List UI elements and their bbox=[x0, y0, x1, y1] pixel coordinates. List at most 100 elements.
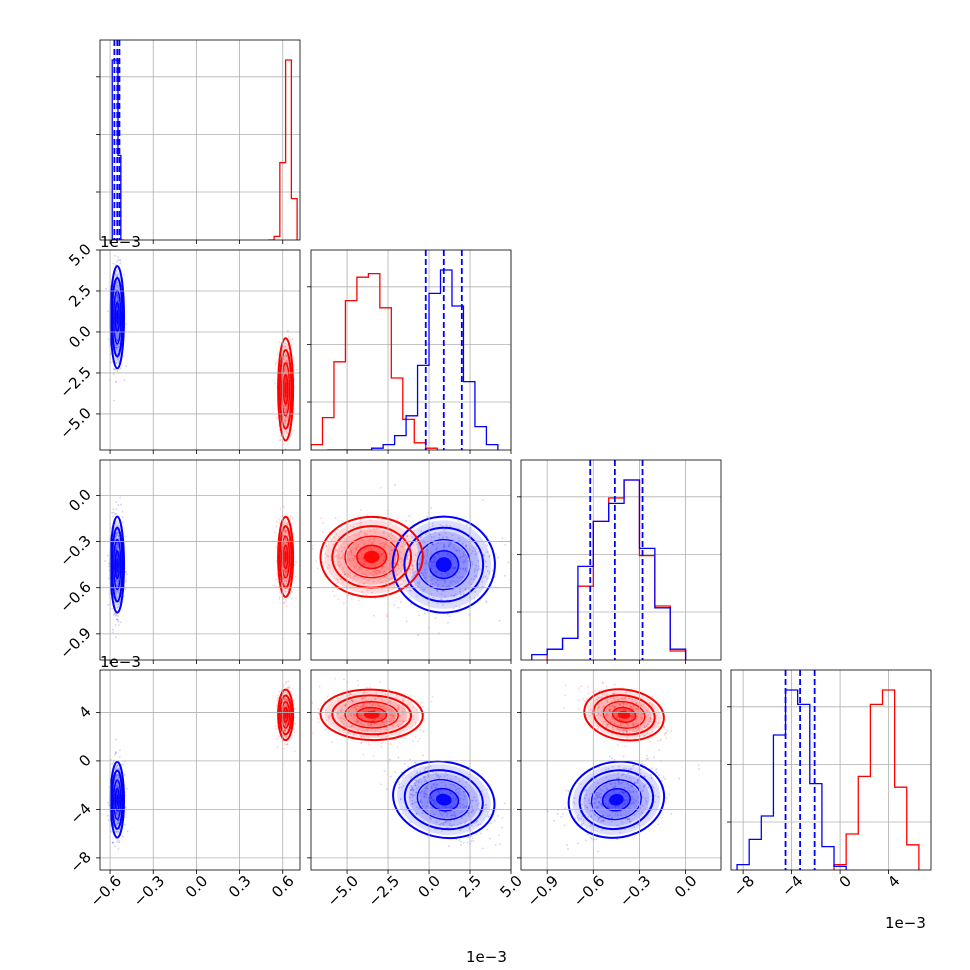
scatter-point bbox=[599, 796, 602, 799]
scatter-point bbox=[411, 788, 414, 791]
scatter-point bbox=[382, 566, 385, 568]
scatter-point bbox=[653, 800, 656, 803]
scatter-point bbox=[412, 565, 415, 568]
scatter-point bbox=[279, 435, 282, 437]
scatter-point bbox=[374, 571, 377, 574]
scatter-point bbox=[116, 570, 119, 572]
scatter-point bbox=[411, 564, 414, 566]
scatter-point bbox=[472, 837, 474, 839]
scatter-point bbox=[498, 619, 501, 622]
scatter-point bbox=[360, 530, 362, 533]
scatter-point bbox=[599, 803, 602, 805]
scatter-point bbox=[116, 571, 119, 574]
scatter-point bbox=[442, 822, 444, 825]
scatter-point bbox=[284, 553, 287, 556]
scatter-point bbox=[361, 706, 364, 709]
scatter-point bbox=[324, 709, 327, 711]
scatter-point bbox=[115, 280, 118, 283]
scatter-point bbox=[284, 409, 287, 412]
scatter-point bbox=[449, 792, 452, 795]
scatter-point bbox=[347, 700, 349, 703]
scatter-point bbox=[435, 571, 437, 573]
scatter-point bbox=[115, 294, 118, 297]
scatter-point bbox=[402, 698, 404, 701]
scatter-point bbox=[286, 329, 289, 332]
scatter-point bbox=[450, 797, 453, 800]
scatter-point bbox=[627, 783, 630, 786]
scatter-point bbox=[384, 582, 387, 585]
scatter-point bbox=[430, 560, 433, 563]
scatter-point bbox=[292, 338, 294, 341]
scatter-point bbox=[405, 519, 408, 522]
scatter-point bbox=[285, 396, 287, 399]
scatter-point bbox=[125, 570, 128, 573]
scatter-point bbox=[389, 578, 391, 581]
scatter-point bbox=[284, 735, 287, 738]
scatter-point bbox=[379, 713, 382, 715]
scatter-point bbox=[444, 784, 447, 787]
scatter-point bbox=[285, 712, 287, 715]
scatter-point bbox=[277, 735, 280, 738]
scatter-point bbox=[446, 613, 449, 616]
scatter-point bbox=[114, 549, 117, 552]
scatter-point bbox=[614, 796, 617, 799]
scatter-point bbox=[611, 786, 614, 788]
scatter-point bbox=[113, 368, 116, 371]
scatter-point bbox=[620, 800, 623, 803]
scatter-point bbox=[113, 368, 115, 371]
scatter-point bbox=[429, 533, 432, 536]
scatter-point bbox=[344, 546, 346, 549]
scatter-point bbox=[410, 821, 412, 823]
scatter-point bbox=[362, 563, 365, 565]
scatter-point bbox=[284, 729, 286, 732]
scatter-point bbox=[336, 697, 339, 700]
scatter-point bbox=[126, 573, 128, 575]
scatter-point bbox=[290, 597, 293, 599]
scatter-point bbox=[348, 710, 351, 713]
scatter-point bbox=[446, 826, 448, 829]
scatter-point bbox=[326, 555, 329, 557]
scatter-point bbox=[385, 580, 388, 583]
scatter-point bbox=[116, 584, 119, 587]
scatter-point bbox=[379, 578, 381, 580]
scatter-point bbox=[459, 590, 461, 593]
scatter-point bbox=[286, 736, 288, 738]
scatter-point bbox=[446, 553, 449, 556]
scatter-point bbox=[114, 535, 117, 538]
scatter-point bbox=[328, 717, 330, 720]
scatter-point bbox=[465, 568, 467, 571]
scatter-point bbox=[275, 585, 278, 588]
scatter-point bbox=[277, 352, 279, 355]
scatter-point bbox=[284, 554, 287, 556]
scatter-point bbox=[415, 780, 418, 783]
scatter-point bbox=[358, 583, 360, 585]
scatter-point bbox=[283, 570, 286, 573]
scatter-point bbox=[601, 820, 603, 822]
scatter-point bbox=[445, 814, 448, 817]
scatter-point bbox=[588, 802, 591, 805]
scatter-point bbox=[107, 310, 109, 313]
scatter-point bbox=[116, 802, 119, 804]
scatter-point bbox=[430, 787, 433, 789]
scatter-point bbox=[400, 723, 402, 726]
scatter-point bbox=[288, 685, 291, 688]
scatter-point bbox=[370, 550, 373, 553]
scatter-point bbox=[445, 571, 447, 574]
scatter-point bbox=[362, 703, 365, 706]
scatter-point bbox=[373, 537, 376, 539]
scatter-point bbox=[375, 704, 377, 706]
scatter-point bbox=[117, 822, 120, 825]
scatter-point bbox=[444, 532, 447, 534]
scatter-point bbox=[599, 816, 602, 819]
scatter-point bbox=[284, 386, 286, 389]
scatter-point bbox=[451, 806, 454, 809]
scatter-point bbox=[448, 543, 451, 546]
scatter-point bbox=[116, 315, 119, 318]
scatter-point bbox=[116, 812, 118, 815]
scatter-point bbox=[431, 543, 434, 545]
scatter-point bbox=[584, 789, 586, 792]
scatter-point bbox=[115, 501, 117, 503]
scatter-point bbox=[440, 593, 443, 596]
scatter-point bbox=[487, 815, 489, 817]
scatter-point bbox=[116, 804, 119, 807]
